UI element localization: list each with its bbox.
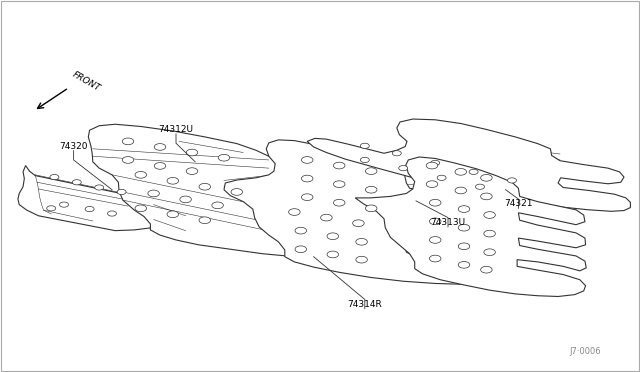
- Circle shape: [481, 174, 492, 181]
- Circle shape: [365, 168, 377, 174]
- Circle shape: [481, 266, 492, 273]
- Circle shape: [327, 233, 339, 240]
- Circle shape: [301, 157, 313, 163]
- Text: 74321: 74321: [504, 199, 532, 208]
- Circle shape: [426, 162, 438, 169]
- Circle shape: [365, 186, 377, 193]
- Circle shape: [476, 184, 484, 189]
- Circle shape: [458, 224, 470, 231]
- Circle shape: [508, 178, 516, 183]
- Circle shape: [186, 149, 198, 156]
- Circle shape: [360, 143, 369, 148]
- Circle shape: [135, 171, 147, 178]
- Circle shape: [455, 187, 467, 194]
- Circle shape: [365, 205, 377, 212]
- Circle shape: [180, 196, 191, 203]
- Polygon shape: [224, 140, 490, 284]
- Circle shape: [469, 169, 478, 174]
- Polygon shape: [18, 166, 174, 231]
- Circle shape: [333, 181, 345, 187]
- Polygon shape: [307, 119, 630, 211]
- Text: 74314R: 74314R: [348, 300, 382, 309]
- Circle shape: [186, 168, 198, 174]
- Circle shape: [231, 189, 243, 195]
- Circle shape: [199, 217, 211, 224]
- Circle shape: [327, 251, 339, 258]
- Text: 74320: 74320: [60, 142, 88, 151]
- Circle shape: [154, 144, 166, 150]
- Circle shape: [437, 175, 446, 180]
- Circle shape: [95, 185, 104, 190]
- Circle shape: [429, 218, 441, 225]
- Circle shape: [148, 190, 159, 197]
- Text: J7·0006: J7·0006: [570, 347, 602, 356]
- Circle shape: [295, 227, 307, 234]
- Polygon shape: [88, 124, 369, 259]
- Circle shape: [50, 174, 59, 180]
- Circle shape: [212, 202, 223, 209]
- Circle shape: [199, 183, 211, 190]
- Circle shape: [360, 157, 369, 163]
- Circle shape: [72, 180, 81, 185]
- Text: 74313U: 74313U: [431, 218, 465, 227]
- Circle shape: [426, 181, 438, 187]
- Circle shape: [122, 138, 134, 145]
- Circle shape: [399, 166, 408, 171]
- Circle shape: [484, 230, 495, 237]
- Circle shape: [117, 189, 126, 195]
- Circle shape: [458, 206, 470, 212]
- Circle shape: [431, 160, 440, 166]
- Circle shape: [356, 256, 367, 263]
- Circle shape: [295, 246, 307, 253]
- Circle shape: [481, 193, 492, 200]
- Circle shape: [167, 177, 179, 184]
- Circle shape: [47, 206, 56, 211]
- Circle shape: [218, 154, 230, 161]
- Circle shape: [321, 214, 332, 221]
- Circle shape: [301, 194, 313, 201]
- Circle shape: [353, 220, 364, 227]
- Text: FRONT: FRONT: [70, 70, 102, 93]
- Circle shape: [289, 209, 300, 215]
- Circle shape: [429, 255, 441, 262]
- Circle shape: [135, 205, 147, 212]
- Circle shape: [60, 202, 68, 207]
- Circle shape: [429, 237, 441, 243]
- Circle shape: [167, 211, 179, 218]
- Circle shape: [108, 211, 116, 216]
- Circle shape: [484, 212, 495, 218]
- Circle shape: [301, 175, 313, 182]
- Circle shape: [85, 206, 94, 212]
- Circle shape: [333, 162, 345, 169]
- Circle shape: [356, 238, 367, 245]
- Circle shape: [333, 199, 345, 206]
- Circle shape: [458, 243, 470, 250]
- Text: 74312U: 74312U: [159, 125, 193, 134]
- Circle shape: [122, 157, 134, 163]
- Circle shape: [429, 199, 441, 206]
- Circle shape: [455, 169, 467, 175]
- Circle shape: [392, 151, 401, 156]
- Circle shape: [484, 249, 495, 256]
- Circle shape: [458, 262, 470, 268]
- Polygon shape: [355, 157, 586, 296]
- Circle shape: [154, 163, 166, 169]
